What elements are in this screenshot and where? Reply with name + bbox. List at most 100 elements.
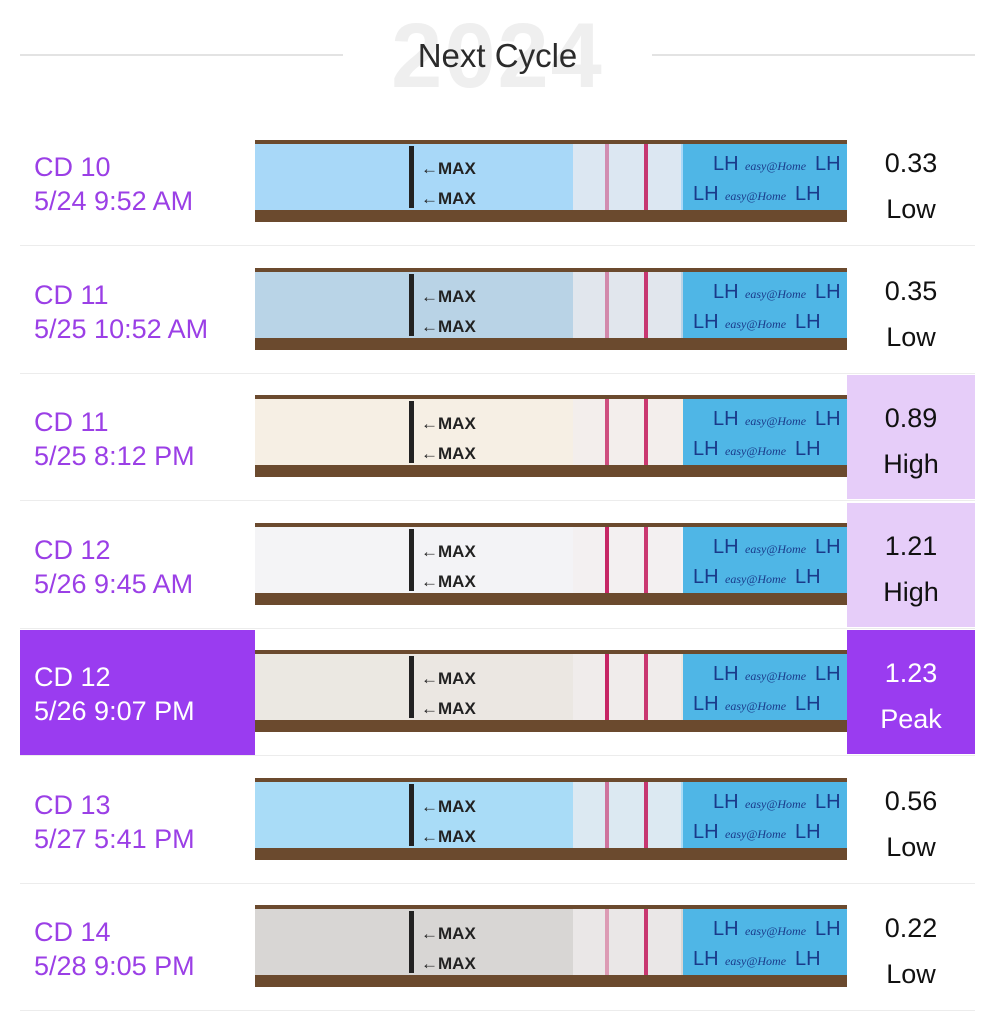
max-label: ←MAX xyxy=(421,797,476,816)
strip-handle xyxy=(683,781,847,848)
brand-label: easy@Home xyxy=(745,159,807,173)
test-line xyxy=(605,781,609,848)
cycle-day-cell: CD 14 5/28 9:05 PM xyxy=(20,885,255,1011)
lh-value: 1.23 xyxy=(884,658,938,688)
lh-label: LH xyxy=(815,536,841,558)
test-row[interactable]: CD 12 5/26 9:07 PM ←MAX ←MAX LH easy@Home LH LH… xyxy=(0,628,995,756)
cycle-day-label: CD 14 xyxy=(34,917,111,947)
control-line xyxy=(644,144,648,210)
lh-label: LH xyxy=(815,663,841,685)
brand-label: easy@Home xyxy=(745,414,807,428)
test-row[interactable]: CD 11 5/25 10:52 AM ←MAX ←MAX LH easy@Home LH L… xyxy=(0,246,995,374)
cycle-day-label: CD 13 xyxy=(34,789,111,820)
strip-handle xyxy=(683,271,847,338)
test-row[interactable]: CD 12 5/26 9:45 AM ←MAX ←MAX LH easy@Home LH LH… xyxy=(0,501,995,629)
lh-result-cell: 0.33 Low xyxy=(847,120,975,244)
test-strip-svg: ←MAX ←MAX LH easy@Home LH LH easy@Home LH xyxy=(255,140,847,222)
lh-label: LH xyxy=(795,183,821,205)
lh-value: 0.35 xyxy=(884,275,938,306)
header: 2024 Next Cycle xyxy=(0,0,995,118)
lh-label: LH xyxy=(795,311,821,333)
test-row[interactable]: CD 11 5/25 8:12 PM ←MAX ←MAX LH easy@Home LH LH… xyxy=(0,373,995,501)
test-row[interactable]: CD 10 5/24 9:52 AM ←MAX ←MAX LH easy@Home LH LH… xyxy=(0,118,995,246)
test-row[interactable]: CD 13 5/27 5:41 PM ←MAX ←MAX LH easy@Home LH LH… xyxy=(0,756,995,884)
strip-handle xyxy=(683,399,847,465)
max-line-marker xyxy=(409,401,414,463)
brand-label: easy@Home xyxy=(725,699,787,713)
max-label: ←MAX xyxy=(421,317,476,336)
lh-level: Low xyxy=(886,194,936,224)
lh-label: LH xyxy=(693,438,719,460)
result-window xyxy=(573,781,681,848)
max-label: ←MAX xyxy=(421,159,476,178)
control-line xyxy=(644,654,648,720)
lh-label: LH xyxy=(815,281,841,303)
max-label: ←MAX xyxy=(421,924,476,943)
year-watermark: 2024 xyxy=(391,5,604,107)
row-divider xyxy=(20,755,975,756)
lh-value: 0.89 xyxy=(884,403,938,433)
lh-label: LH xyxy=(795,438,821,460)
test-line xyxy=(605,654,609,720)
lh-label: LH xyxy=(693,311,719,333)
test-datetime: 5/25 8:12 PM xyxy=(34,441,195,471)
brand-label: easy@Home xyxy=(725,444,787,458)
brand-label: easy@Home xyxy=(725,572,787,586)
row-divider xyxy=(20,627,975,629)
lh-label: LH xyxy=(713,918,739,940)
max-label: ←MAX xyxy=(421,669,476,688)
test-strip-svg: ←MAX ←MAX LH easy@Home LH LH easy@Home LH xyxy=(255,777,847,860)
lh-level: High xyxy=(883,449,939,479)
brand-label: easy@Home xyxy=(745,542,807,556)
lh-value: 0.22 xyxy=(884,913,938,943)
max-label: ←MAX xyxy=(421,827,476,846)
brand-label: easy@Home xyxy=(745,797,807,811)
lh-label: LH xyxy=(713,281,739,303)
cycle-day-label: CD 10 xyxy=(34,152,111,182)
lh-label: LH xyxy=(795,821,821,843)
test-strip-svg: ←MAX ←MAX LH easy@Home LH LH easy@Home LH xyxy=(255,522,847,605)
strip-pad xyxy=(255,271,407,338)
row-divider xyxy=(20,500,975,501)
lh-label: LH xyxy=(815,918,841,940)
cycle-day-cell: CD 12 5/26 9:07 PM xyxy=(20,630,255,756)
lh-value: 0.33 xyxy=(884,148,938,178)
brand-label: easy@Home xyxy=(725,189,787,203)
row-divider xyxy=(20,882,975,884)
test-strip-image: ←MAX ←MAX LH easy@Home LH LH easy@Home LH xyxy=(255,395,847,477)
test-line xyxy=(605,399,609,465)
result-window xyxy=(573,654,681,720)
lh-label: LH xyxy=(693,948,719,970)
control-line xyxy=(644,399,648,465)
lh-label: LH xyxy=(713,536,739,558)
max-label: ←MAX xyxy=(421,542,476,561)
brand-label: easy@Home xyxy=(725,317,787,331)
max-line-marker xyxy=(409,783,414,846)
control-line xyxy=(644,781,648,848)
lh-value: 1.21 xyxy=(884,530,938,561)
cycle-day-label: CD 12 xyxy=(34,662,111,692)
lh-label: LH xyxy=(693,693,719,715)
header-divider-right xyxy=(652,54,975,56)
cycle-day-cell: CD 10 5/24 9:52 AM xyxy=(20,120,255,246)
lh-label: LH xyxy=(713,408,739,430)
test-datetime: 5/26 9:45 AM xyxy=(34,568,194,599)
max-label: ←MAX xyxy=(421,572,476,591)
row-divider xyxy=(20,372,975,374)
lh-level: Low xyxy=(886,959,936,989)
test-datetime: 5/25 10:52 AM xyxy=(34,313,209,344)
test-strip-image: ←MAX ←MAX LH easy@Home LH LH easy@Home LH xyxy=(255,777,847,860)
result-window xyxy=(573,399,681,465)
lh-label: LH xyxy=(815,791,841,813)
lh-result-cell: 1.23 Peak xyxy=(847,630,975,754)
lh-label: LH xyxy=(693,183,719,205)
cycle-day-cell: CD 12 5/26 9:45 AM xyxy=(20,503,255,629)
strip-pad xyxy=(255,399,407,465)
strip-pad xyxy=(255,781,407,848)
max-label: ←MAX xyxy=(421,444,476,463)
brand-label: easy@Home xyxy=(745,287,807,301)
strip-handle xyxy=(683,654,847,720)
test-row[interactable]: CD 14 5/28 9:05 PM ←MAX ←MAX LH easy@Home LH LH… xyxy=(0,883,995,1011)
brand-label: easy@Home xyxy=(725,954,787,968)
cycle-day-label: CD 11 xyxy=(34,279,109,310)
